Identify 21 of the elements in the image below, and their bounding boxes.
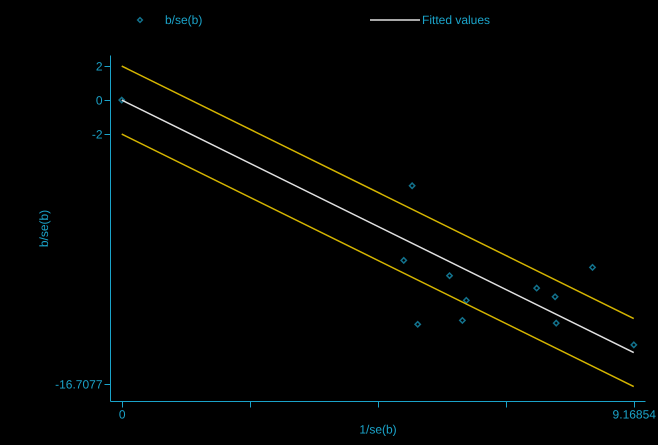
legend-label: Fitted values	[422, 13, 490, 27]
y-tick-label: 0	[96, 94, 103, 108]
point	[589, 264, 596, 271]
point	[446, 272, 453, 280]
point	[552, 293, 558, 300]
point	[458, 317, 466, 324]
point	[118, 96, 126, 104]
y-axis-title: b/se(b)	[37, 210, 52, 248]
x-tick-label: 9.16854	[612, 408, 656, 422]
x-axis-title: 1/se(b)	[359, 422, 397, 436]
point	[414, 320, 422, 328]
legend-label: b/se(b)	[165, 13, 202, 27]
point	[400, 256, 408, 264]
point	[630, 341, 638, 348]
y-tick-label: -16.7077	[55, 378, 103, 392]
y-tick-label: -2	[92, 128, 103, 142]
point	[533, 284, 540, 292]
point	[552, 320, 560, 327]
point	[408, 182, 416, 190]
y-tick-label: 2	[96, 60, 103, 74]
point	[462, 296, 470, 304]
